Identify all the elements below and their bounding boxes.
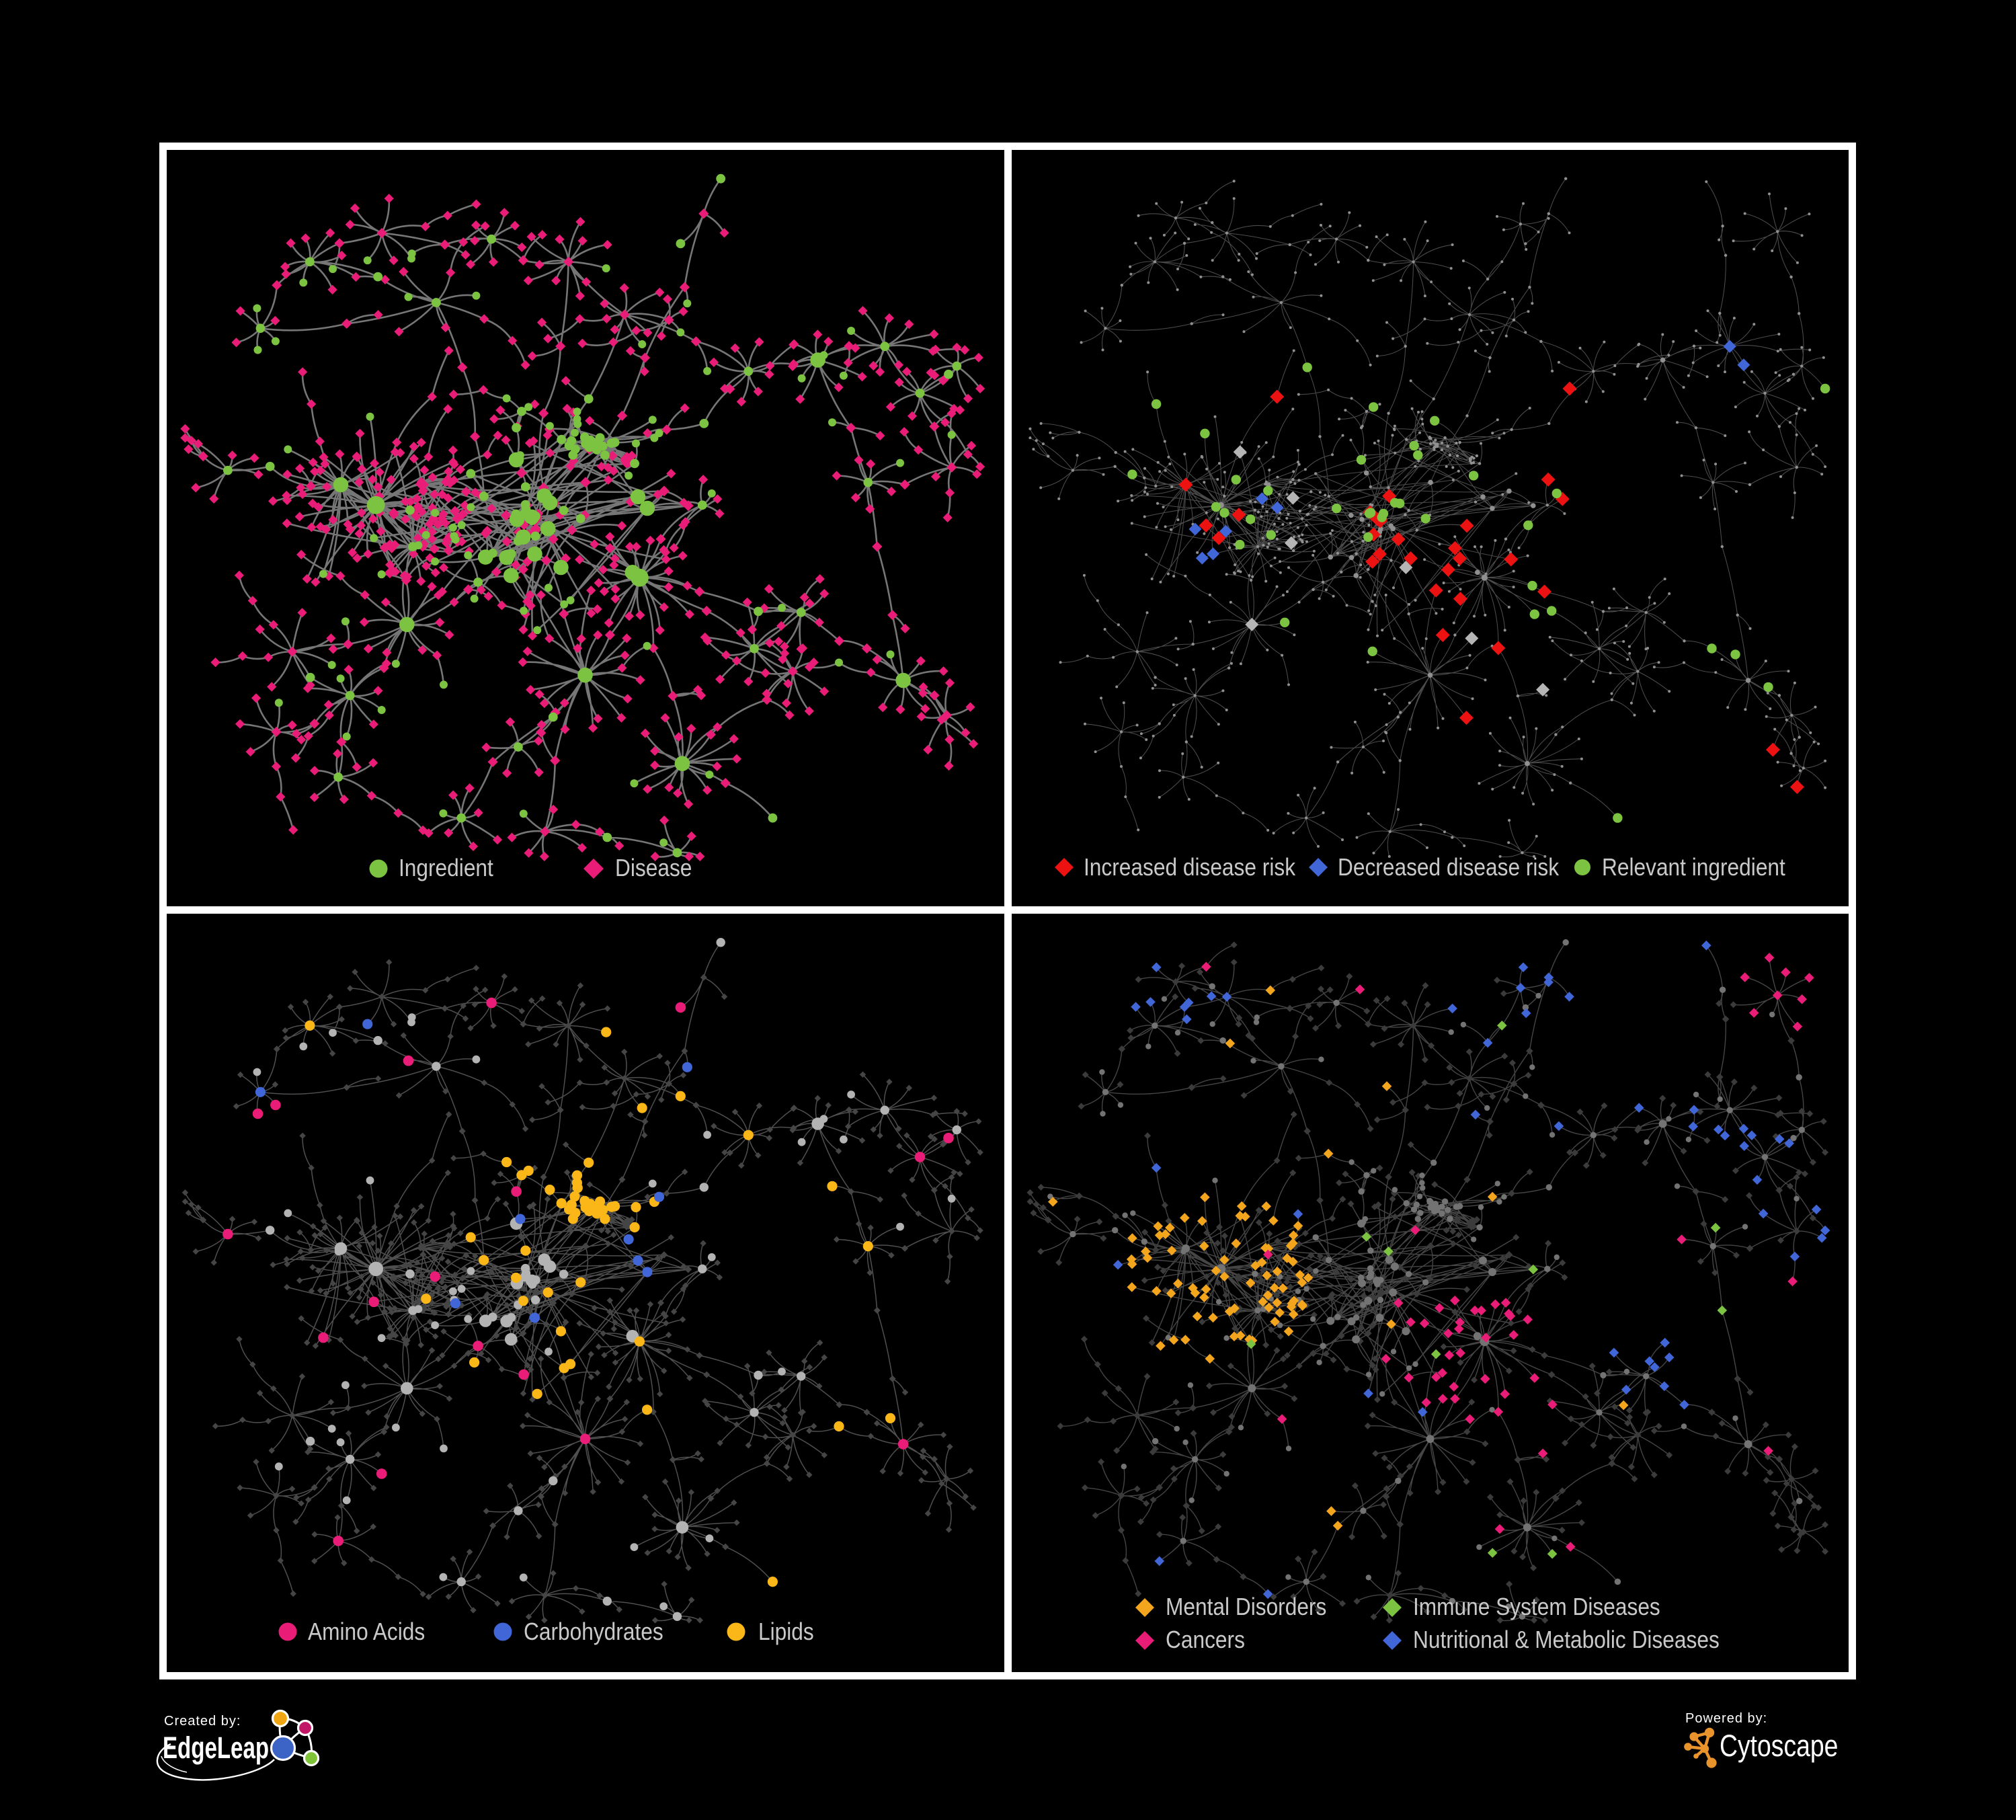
- svg-text:Ingredient: Ingredient: [399, 855, 493, 881]
- svg-text:Lipids: Lipids: [758, 1618, 814, 1645]
- svg-text:Relevant ingredient: Relevant ingredient: [1602, 854, 1785, 881]
- svg-text:Carbohydrates: Carbohydrates: [524, 1618, 663, 1645]
- svg-text:Powered by:: Powered by:: [1685, 1711, 1767, 1726]
- svg-text:Immune System Diseases: Immune System Diseases: [1413, 1593, 1660, 1620]
- svg-text:Increased disease risk: Increased disease risk: [1084, 854, 1295, 881]
- svg-text:Cancers: Cancers: [1166, 1626, 1245, 1653]
- svg-text:Disease: Disease: [615, 855, 692, 881]
- svg-text:EdgeLeap: EdgeLeap: [163, 1731, 269, 1765]
- svg-text:Decreased disease risk: Decreased disease risk: [1338, 854, 1559, 881]
- svg-text:Mental Disorders: Mental Disorders: [1166, 1593, 1326, 1620]
- svg-text:Nutritional & Metabolic Diseas: Nutritional & Metabolic Diseases: [1413, 1626, 1720, 1653]
- svg-text:Cytoscape: Cytoscape: [1720, 1729, 1838, 1763]
- svg-text:Amino Acids: Amino Acids: [308, 1618, 425, 1645]
- svg-text:Created by:: Created by:: [164, 1714, 241, 1729]
